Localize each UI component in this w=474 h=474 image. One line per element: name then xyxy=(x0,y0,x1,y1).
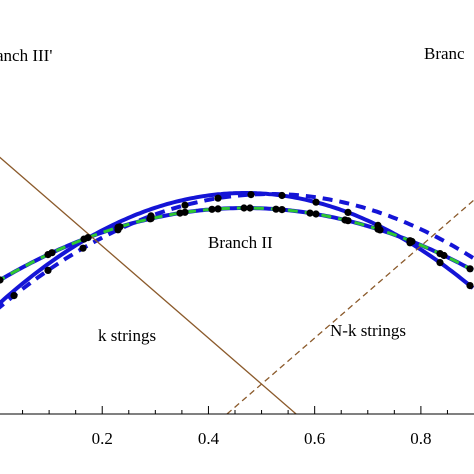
data-point-39 xyxy=(341,216,349,224)
points-layer xyxy=(0,191,474,300)
x-ticks: 0.2 0.4 0.6 0.8 xyxy=(22,406,448,448)
data-point-23 xyxy=(278,206,286,214)
label-branch-iii-prime: anch III' xyxy=(0,46,52,65)
data-point-31 xyxy=(84,234,92,242)
data-point-40 xyxy=(374,225,382,233)
data-point-7 xyxy=(247,191,255,199)
label-k-strings: k strings xyxy=(98,326,156,345)
data-point-9 xyxy=(312,198,320,206)
series-layer xyxy=(0,156,474,415)
x-tick-label-3: 0.8 xyxy=(410,429,431,448)
data-point-13 xyxy=(436,259,444,267)
annotations: anch III' Branc Branch II k strings N-k … xyxy=(0,44,465,345)
data-point-14 xyxy=(466,282,474,290)
data-point-38 xyxy=(306,209,314,217)
data-point-0 xyxy=(10,292,18,300)
x-tick-label-2: 0.6 xyxy=(304,429,325,448)
data-point-10 xyxy=(344,208,352,216)
data-point-29 xyxy=(466,265,474,273)
data-point-8 xyxy=(278,191,286,200)
series-line-6 xyxy=(0,156,297,415)
series-line-0 xyxy=(0,192,474,310)
data-point-5 xyxy=(181,201,189,209)
series-line-3 xyxy=(0,206,474,282)
data-point-15 xyxy=(0,276,4,284)
data-point-1 xyxy=(44,266,52,274)
data-point-35 xyxy=(208,205,216,213)
data-point-42 xyxy=(440,251,448,260)
data-point-30 xyxy=(48,249,56,257)
label-nk-strings: N-k strings xyxy=(330,321,406,340)
x-tick-label-1: 0.4 xyxy=(198,429,220,448)
data-point-21 xyxy=(214,205,222,213)
data-point-24 xyxy=(312,210,320,218)
data-point-6 xyxy=(214,194,222,202)
label-branch-ii: Branch II xyxy=(208,233,273,252)
data-point-36 xyxy=(240,204,248,212)
series-line-7 xyxy=(226,199,474,415)
data-point-37 xyxy=(272,205,280,213)
data-point-32 xyxy=(116,223,124,231)
data-point-34 xyxy=(176,209,184,217)
x-tick-label-0: 0.2 xyxy=(92,429,113,448)
data-point-41 xyxy=(408,237,416,246)
data-point-22 xyxy=(246,204,254,212)
data-point-33 xyxy=(146,215,154,223)
data-point-2 xyxy=(79,244,87,252)
label-branch-top-right: Branc xyxy=(424,44,465,63)
